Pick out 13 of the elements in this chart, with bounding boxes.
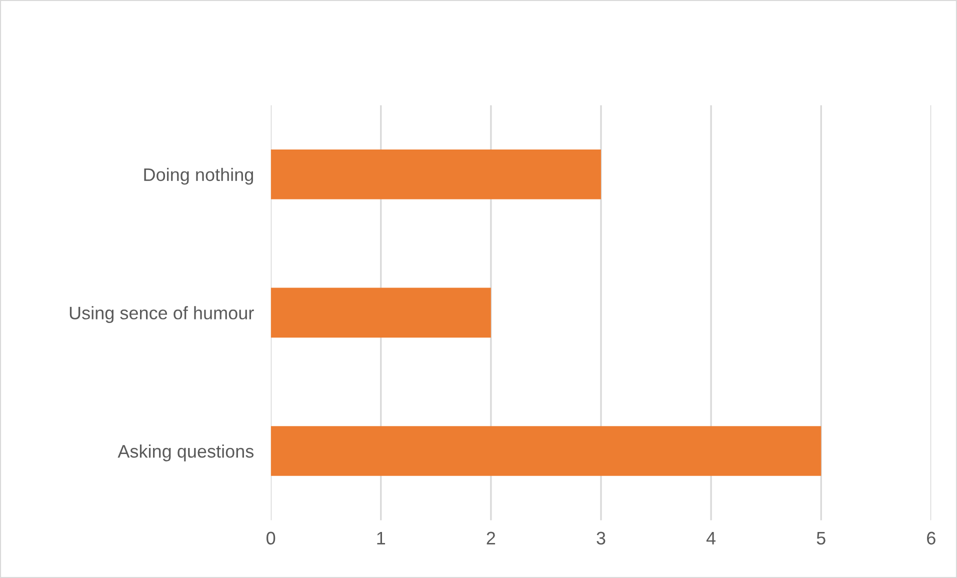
- x-tick-label: 2: [486, 532, 496, 544]
- x-tick-label: 6: [927, 532, 936, 545]
- bar: [270, 288, 491, 338]
- y-tick-label: Asking questions: [118, 444, 254, 462]
- x-tick-label: 4: [706, 532, 716, 544]
- bar: [270, 426, 822, 476]
- x-tick-label: 5: [816, 532, 826, 545]
- bar: [270, 149, 601, 200]
- x-tick-label: 3: [596, 532, 606, 545]
- y-tick-label: Using sence of humour: [70, 306, 254, 323]
- y-tick-label: Doing nothing: [144, 168, 254, 185]
- x-tick-label: 1: [377, 532, 386, 544]
- x-tick-label: 0: [266, 532, 276, 545]
